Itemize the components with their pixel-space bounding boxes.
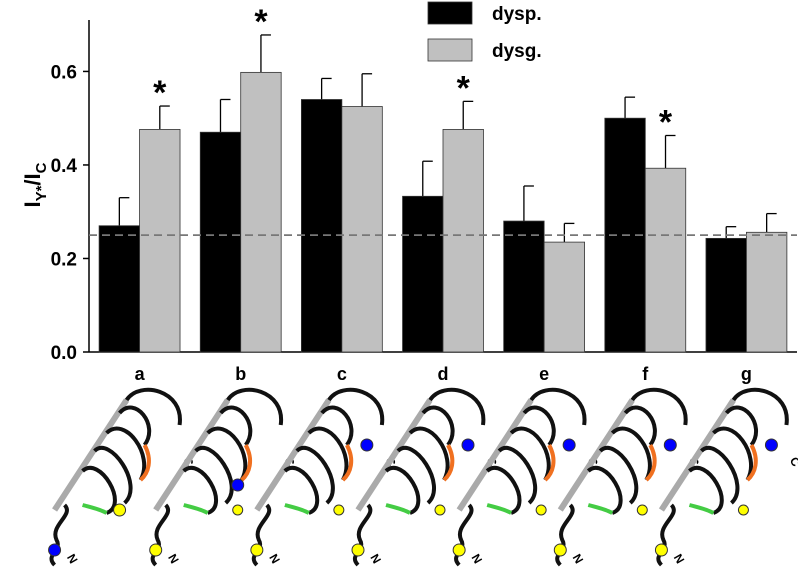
membrane (658, 398, 736, 512)
y-label-part: I (20, 201, 45, 207)
x-tick-label: e (539, 364, 549, 384)
helix-green (688, 503, 715, 515)
structure-diagram: CN (250, 387, 399, 567)
label-dot (452, 543, 466, 557)
label-dot (562, 438, 576, 452)
significance-marker: * (153, 74, 167, 112)
bar (98, 225, 140, 353)
n-terminus: N (570, 552, 586, 567)
chain (656, 387, 789, 567)
x-tick-label: f (642, 364, 649, 384)
label-dot (231, 478, 245, 492)
bar (442, 129, 484, 353)
helix-green (82, 503, 108, 515)
significance-marker: * (457, 69, 471, 107)
helix-orange (543, 444, 556, 482)
x-tick-label: d (438, 364, 449, 384)
y-tick-label: 0.6 (51, 62, 77, 83)
helix-orange (442, 444, 455, 482)
y-axis-label: IY*/IC (20, 162, 50, 207)
label-dot (553, 543, 567, 557)
helix-orange (341, 444, 354, 482)
y-tick-label: 0.4 (51, 156, 78, 177)
label-dot (663, 438, 677, 452)
bar (300, 99, 343, 353)
helix-orange (240, 444, 253, 482)
y-tick-label: 0.0 (51, 343, 77, 364)
label-dot (232, 504, 244, 516)
helix-green (486, 503, 513, 515)
n-terminus: N (367, 552, 383, 567)
helix-orange (139, 444, 151, 482)
legend-label: dysp. (492, 4, 542, 25)
bar (341, 106, 383, 353)
structure-diagram: CN (654, 387, 798, 567)
membrane (557, 398, 635, 512)
label-dot (351, 543, 365, 557)
membrane (456, 398, 534, 512)
bar (139, 129, 181, 353)
membrane (254, 398, 332, 512)
label-dot (333, 504, 345, 516)
helix-green (385, 503, 411, 515)
label-dot (764, 438, 778, 452)
bar (402, 195, 444, 353)
label-dot (535, 504, 547, 516)
y-tick-label: 0.2 (51, 249, 77, 270)
bar (543, 241, 586, 353)
label-dot (149, 543, 163, 557)
x-tick-label: g (741, 364, 752, 384)
significance-marker: * (254, 3, 268, 41)
significance-marker: * (659, 103, 673, 141)
chain (352, 387, 486, 567)
bar (503, 220, 545, 353)
n-terminus: N (64, 552, 80, 567)
label-dot (737, 504, 749, 516)
x-tick-label: b (235, 364, 246, 384)
chain (555, 387, 688, 567)
label-dot (48, 543, 62, 557)
label-dot (434, 504, 446, 516)
label-dot (113, 503, 127, 517)
bar (705, 237, 747, 353)
helix-orange (746, 444, 758, 482)
structure-diagram: CN (351, 387, 500, 567)
label-dot (654, 543, 668, 557)
chain (49, 387, 182, 567)
bar (746, 231, 788, 353)
label-dot (461, 438, 475, 452)
chain (251, 387, 385, 567)
legend-swatch (427, 38, 473, 62)
membrane (355, 398, 433, 512)
n-terminus: N (165, 552, 181, 567)
n-terminus: N (671, 552, 687, 567)
bar (240, 71, 282, 353)
bar (199, 131, 242, 353)
n-terminus: N (469, 552, 485, 567)
helix-green (183, 503, 209, 515)
helix-orange (644, 444, 657, 482)
label-dot (250, 543, 264, 557)
membrane (153, 398, 231, 512)
helix-green (284, 503, 310, 515)
chain (150, 387, 283, 567)
chain (454, 387, 587, 567)
y-label-sub: Y* (33, 185, 50, 201)
x-tick-label: c (337, 364, 347, 384)
y-label-part: /I (20, 173, 45, 185)
y-label-sub: C (33, 162, 50, 173)
c-terminus: C (787, 455, 798, 470)
legend-label: dysg. (492, 41, 542, 62)
x-tick-label: a (135, 364, 146, 384)
label-dot (636, 504, 648, 516)
membrane (52, 398, 130, 512)
label-dot (360, 438, 374, 452)
helix-green (587, 503, 614, 515)
legend-swatch (427, 1, 473, 25)
bar (644, 167, 687, 353)
n-terminus: N (266, 552, 282, 567)
